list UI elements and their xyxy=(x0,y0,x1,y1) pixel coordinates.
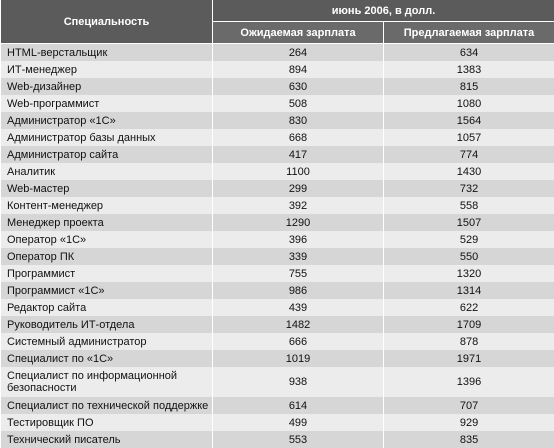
expected-salary-cell: 1019 xyxy=(213,350,384,367)
expected-salary-cell: 630 xyxy=(213,78,384,95)
offered-salary-cell: 1971 xyxy=(384,350,554,367)
offered-salary-cell: 1709 xyxy=(384,316,554,333)
offered-salary-cell: 1314 xyxy=(384,282,554,299)
specialty-cell: Специалист по «1С» xyxy=(1,350,213,367)
expected-salary-cell: 830 xyxy=(213,112,384,129)
page: {"table": { "header": {"specialty": "Спе… xyxy=(0,0,554,431)
expected-salary-cell: 339 xyxy=(213,248,384,265)
offered-salary-cell: 1396 xyxy=(384,367,554,397)
specialty-cell: Специалист по технической поддержке xyxy=(1,397,213,414)
header-period: июнь 2006, в долл. xyxy=(213,0,554,22)
expected-salary-cell: 668 xyxy=(213,129,384,146)
offered-salary-cell: 622 xyxy=(384,299,554,316)
header-specialty: Специальность xyxy=(1,0,213,44)
offered-salary-cell: 1080 xyxy=(384,95,554,112)
expected-salary-cell: 755 xyxy=(213,265,384,282)
specialty-cell: Оператор ПК xyxy=(1,248,213,265)
expected-salary-cell: 666 xyxy=(213,333,384,350)
expected-salary-cell: 508 xyxy=(213,95,384,112)
specialty-cell: Специалист по информационной безопасност… xyxy=(1,367,213,397)
expected-salary-cell: 499 xyxy=(213,414,384,431)
expected-salary-cell: 1100 xyxy=(213,163,384,180)
offered-salary-cell: 529 xyxy=(384,231,554,248)
specialty-cell: Тестировщик ПО xyxy=(1,414,213,431)
specialty-cell: Web-программист xyxy=(1,95,213,112)
offered-salary-cell: 634 xyxy=(384,44,554,62)
offered-salary-cell: 1430 xyxy=(384,163,554,180)
expected-salary-cell: 553 xyxy=(213,431,384,448)
specialty-cell: Программист xyxy=(1,265,213,282)
expected-salary-cell: 417 xyxy=(213,146,384,163)
offered-salary-cell: 1383 xyxy=(384,61,554,78)
offered-salary-cell: 558 xyxy=(384,197,554,214)
offered-salary-cell: 878 xyxy=(384,333,554,350)
expected-salary-cell: 894 xyxy=(213,61,384,78)
specialty-cell: Администратор сайта xyxy=(1,146,213,163)
specialty-cell: Web-мастер xyxy=(1,180,213,197)
offered-salary-cell: 815 xyxy=(384,78,554,95)
offered-salary-cell: 732 xyxy=(384,180,554,197)
header-offered: Предлагаемая зарплата xyxy=(384,22,554,44)
specialty-cell: Оператор «1С» xyxy=(1,231,213,248)
expected-salary-cell: 986 xyxy=(213,282,384,299)
expected-salary-cell: 439 xyxy=(213,299,384,316)
offered-salary-cell: 550 xyxy=(384,248,554,265)
expected-salary-cell: 396 xyxy=(213,231,384,248)
expected-salary-cell: 299 xyxy=(213,180,384,197)
specialty-cell: Системный администратор xyxy=(1,333,213,350)
offered-salary-cell: 1057 xyxy=(384,129,554,146)
specialty-cell: Контент-менеджер xyxy=(1,197,213,214)
specialty-cell: Технический писатель xyxy=(1,431,213,448)
offered-salary-cell: 707 xyxy=(384,397,554,414)
specialty-cell: Программист «1С» xyxy=(1,282,213,299)
expected-salary-cell: 938 xyxy=(213,367,384,397)
offered-salary-cell: 1564 xyxy=(384,112,554,129)
expected-salary-cell: 614 xyxy=(213,397,384,414)
expected-salary-cell: 1290 xyxy=(213,214,384,231)
expected-salary-cell: 1482 xyxy=(213,316,384,333)
specialty-cell: HTML-верстальщик xyxy=(1,44,213,62)
expected-salary-cell: 264 xyxy=(213,44,384,62)
expected-salary-cell: 392 xyxy=(213,197,384,214)
specialty-cell: Администратор «1С» xyxy=(1,112,213,129)
offered-salary-cell: 929 xyxy=(384,414,554,431)
offered-salary-cell: 774 xyxy=(384,146,554,163)
specialty-cell: Менеджер проекта xyxy=(1,214,213,231)
specialty-cell: Аналитик xyxy=(1,163,213,180)
specialty-cell: Администратор базы данных xyxy=(1,129,213,146)
offered-salary-cell: 1507 xyxy=(384,214,554,231)
table-row: Специалист по информационной безопасност… xyxy=(1,367,554,397)
specialty-cell: Редактор сайта xyxy=(1,299,213,316)
header-expected: Ожидаемая зарплата xyxy=(213,22,384,44)
specialty-cell: ИТ-менеджер xyxy=(1,61,213,78)
specialty-cell: Руководитель ИТ-отдела xyxy=(1,316,213,333)
specialty-cell: Web-дизайнер xyxy=(1,78,213,95)
offered-salary-cell: 1320 xyxy=(384,265,554,282)
offered-salary-cell: 835 xyxy=(384,431,554,448)
